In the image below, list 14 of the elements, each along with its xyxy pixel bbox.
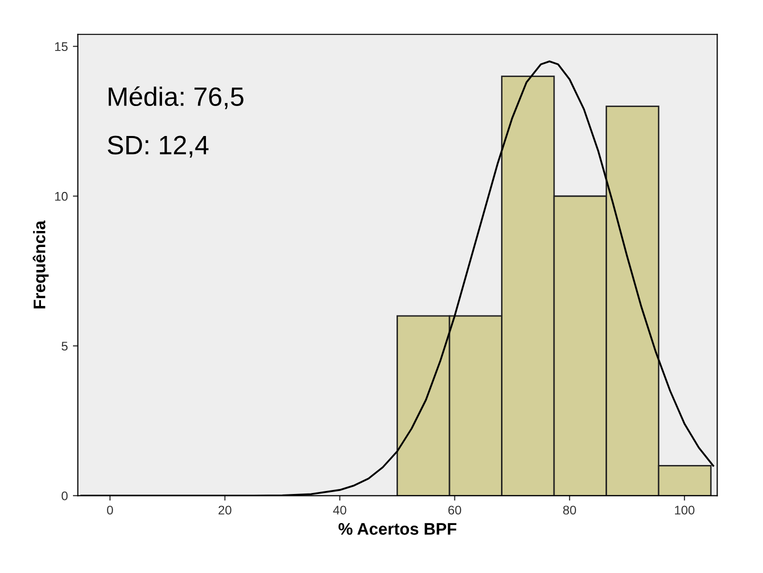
x-tick-label: 100	[675, 506, 694, 515]
x-tick-label: 40	[333, 506, 346, 515]
x-tick-label: 20	[218, 506, 232, 515]
x-tick-label: 60	[448, 506, 462, 515]
y-tick-label: 5	[62, 342, 68, 351]
y-tick-label: 15	[55, 42, 68, 52]
annotation: Média: 76,5	[108, 86, 244, 110]
x-tick-label: 80	[563, 506, 576, 515]
y-axis-title: Frequência	[32, 220, 49, 308]
y-tick-label: 0	[62, 491, 68, 500]
y-tick-label: 10	[55, 192, 68, 201]
x-tick-label: 0	[107, 506, 113, 515]
annotation: SD: 12,4	[108, 136, 209, 158]
x-axis-title: % Acertos BPF	[338, 523, 456, 535]
